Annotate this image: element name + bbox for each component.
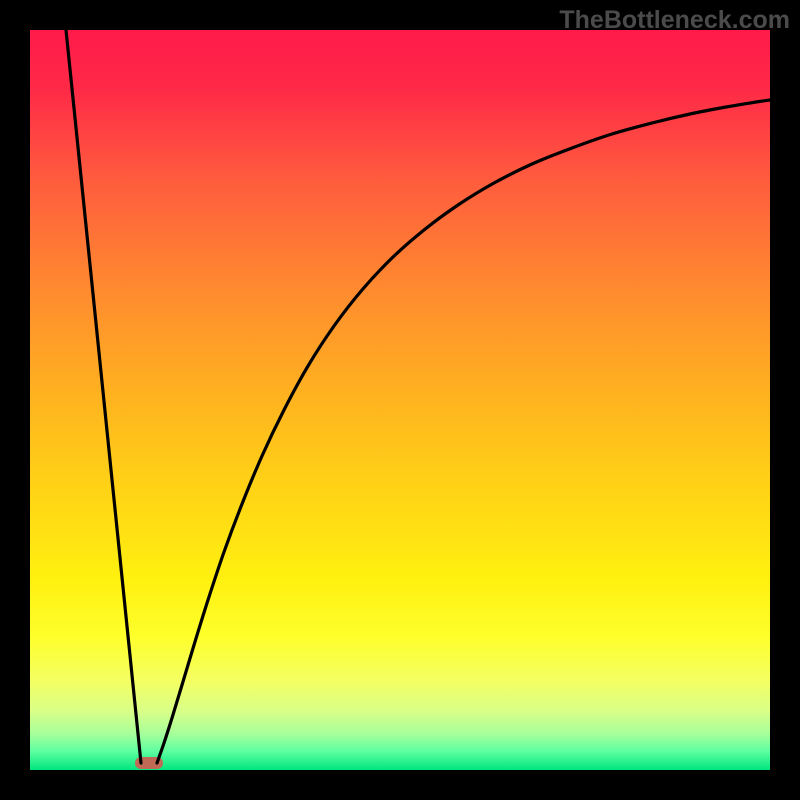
frame-left (0, 0, 30, 800)
frame-bottom (0, 770, 800, 800)
frame-right (770, 0, 800, 800)
chart-svg (30, 30, 770, 770)
curve-left-branch (66, 30, 141, 763)
plot-area (30, 30, 770, 770)
chart-container: { "watermark": { "text": "TheBottleneck.… (0, 0, 800, 800)
curve-right-branch (157, 100, 770, 763)
watermark-text: TheBottleneck.com (559, 6, 790, 35)
